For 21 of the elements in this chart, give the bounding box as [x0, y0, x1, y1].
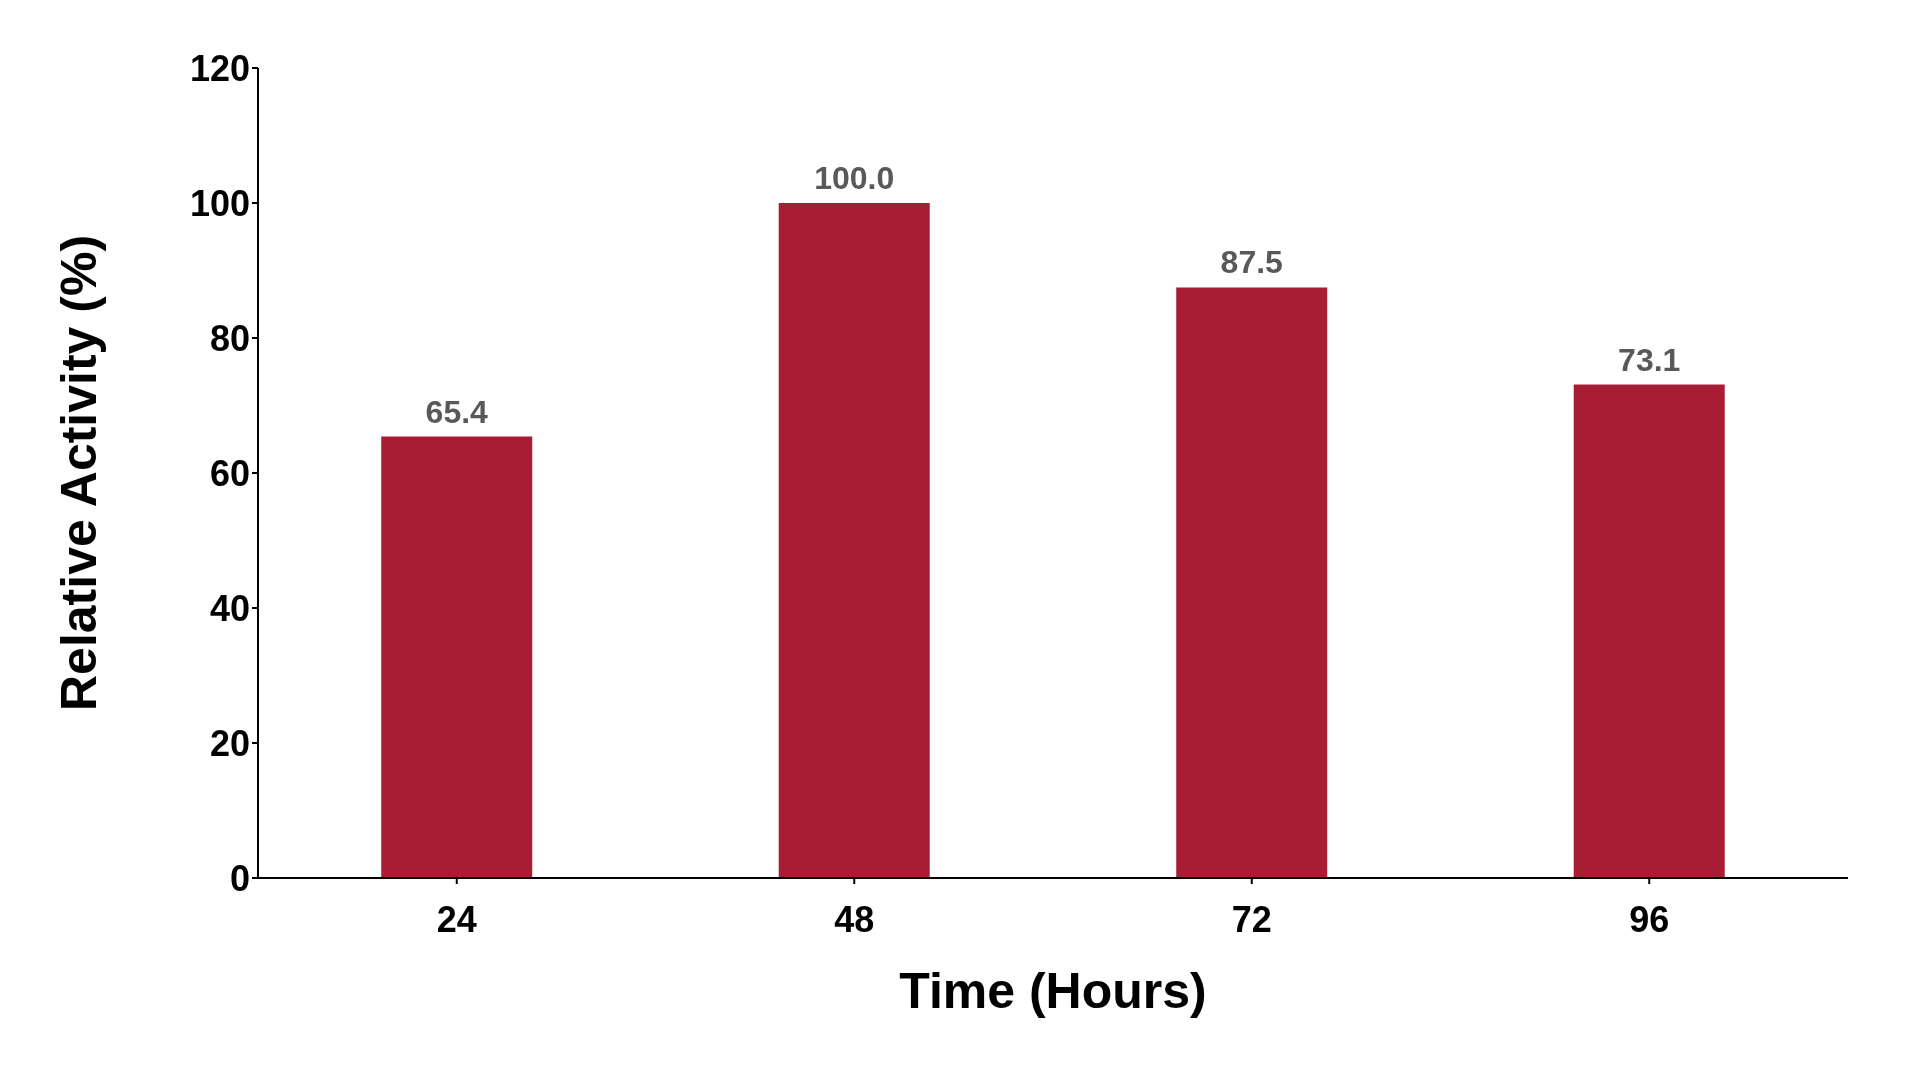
data-label: 73.1 — [1618, 341, 1681, 378]
x-tick-label: 96 — [1629, 898, 1670, 940]
x-tick-label: 72 — [1231, 898, 1272, 940]
x-tick-label: 48 — [834, 898, 875, 940]
y-tick-label: 80 — [209, 317, 250, 359]
bar — [1176, 287, 1328, 878]
y-tick-label: 60 — [209, 452, 250, 494]
bar — [778, 203, 930, 878]
y-tick-label: 0 — [229, 857, 250, 899]
y-tick-label: 100 — [189, 182, 250, 224]
data-label: 65.4 — [425, 393, 489, 430]
y-tick-label: 20 — [209, 722, 250, 764]
y-axis-title: Relative Activity (%) — [50, 234, 107, 712]
x-axis-title: Time (Hours) — [899, 963, 1207, 1019]
y-tick-label: 120 — [189, 47, 250, 89]
data-label: 87.5 — [1220, 244, 1283, 281]
y-tick-label: 40 — [209, 587, 250, 629]
bar — [1573, 384, 1725, 878]
data-label: 100.0 — [814, 160, 895, 196]
bar — [381, 436, 533, 878]
x-tick-label: 24 — [436, 898, 477, 940]
